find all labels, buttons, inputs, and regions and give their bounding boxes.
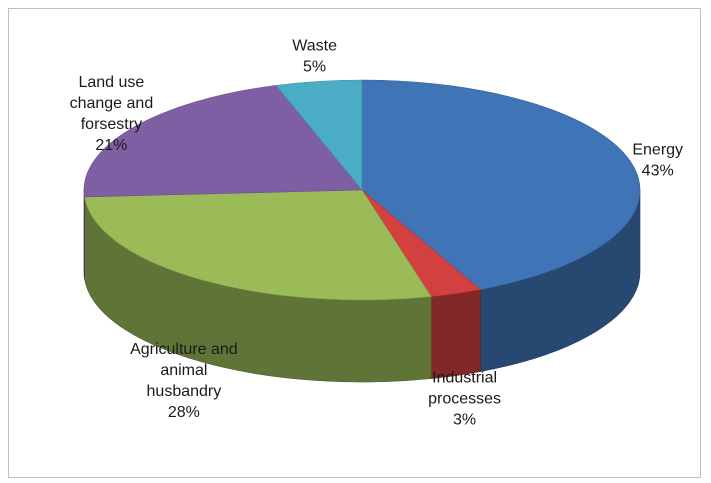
pie-label-3: Land use change and forsestry 21% xyxy=(70,74,154,154)
pie-slice-4 xyxy=(275,79,363,191)
pie-label-value: 28% xyxy=(168,404,200,421)
pie-label-value: 3% xyxy=(453,412,476,429)
pie-label-name: Energy xyxy=(632,142,683,159)
pie-label-2: Agriculture and animal husbandry 28% xyxy=(130,341,238,421)
pie-label-value: 21% xyxy=(95,137,127,154)
pie-label-1: Industrial processes 3% xyxy=(428,370,501,429)
pie-slice-2 xyxy=(84,189,432,301)
pie-label-name: Land use xyxy=(78,74,144,91)
pie-label-name: forsestry xyxy=(81,116,142,133)
pie-side-3 xyxy=(83,189,85,279)
pie-label-name: Agriculture and xyxy=(130,341,238,358)
pie-label-name: Waste xyxy=(292,38,337,55)
pie-side-1 xyxy=(430,289,481,379)
pie-label-value: 43% xyxy=(642,163,674,180)
pie-label-name: animal xyxy=(160,362,207,379)
pie-label-value: 5% xyxy=(303,59,326,76)
pie-labels: Energy 43% Industrial processes 3% Agricultur… xyxy=(70,38,683,429)
pie-label-name: husbandry xyxy=(147,383,222,400)
pie-label-0: Energy 43% xyxy=(632,142,683,180)
pie-label-4: Waste 5% xyxy=(292,38,337,76)
pie-label-name: Industrial xyxy=(432,370,497,387)
pie-slice-3 xyxy=(83,85,363,198)
pie-label-name: change and xyxy=(70,95,154,112)
pie-tops xyxy=(83,79,641,301)
pie-label-name: processes xyxy=(428,391,501,408)
pie-slice-0 xyxy=(361,79,641,290)
